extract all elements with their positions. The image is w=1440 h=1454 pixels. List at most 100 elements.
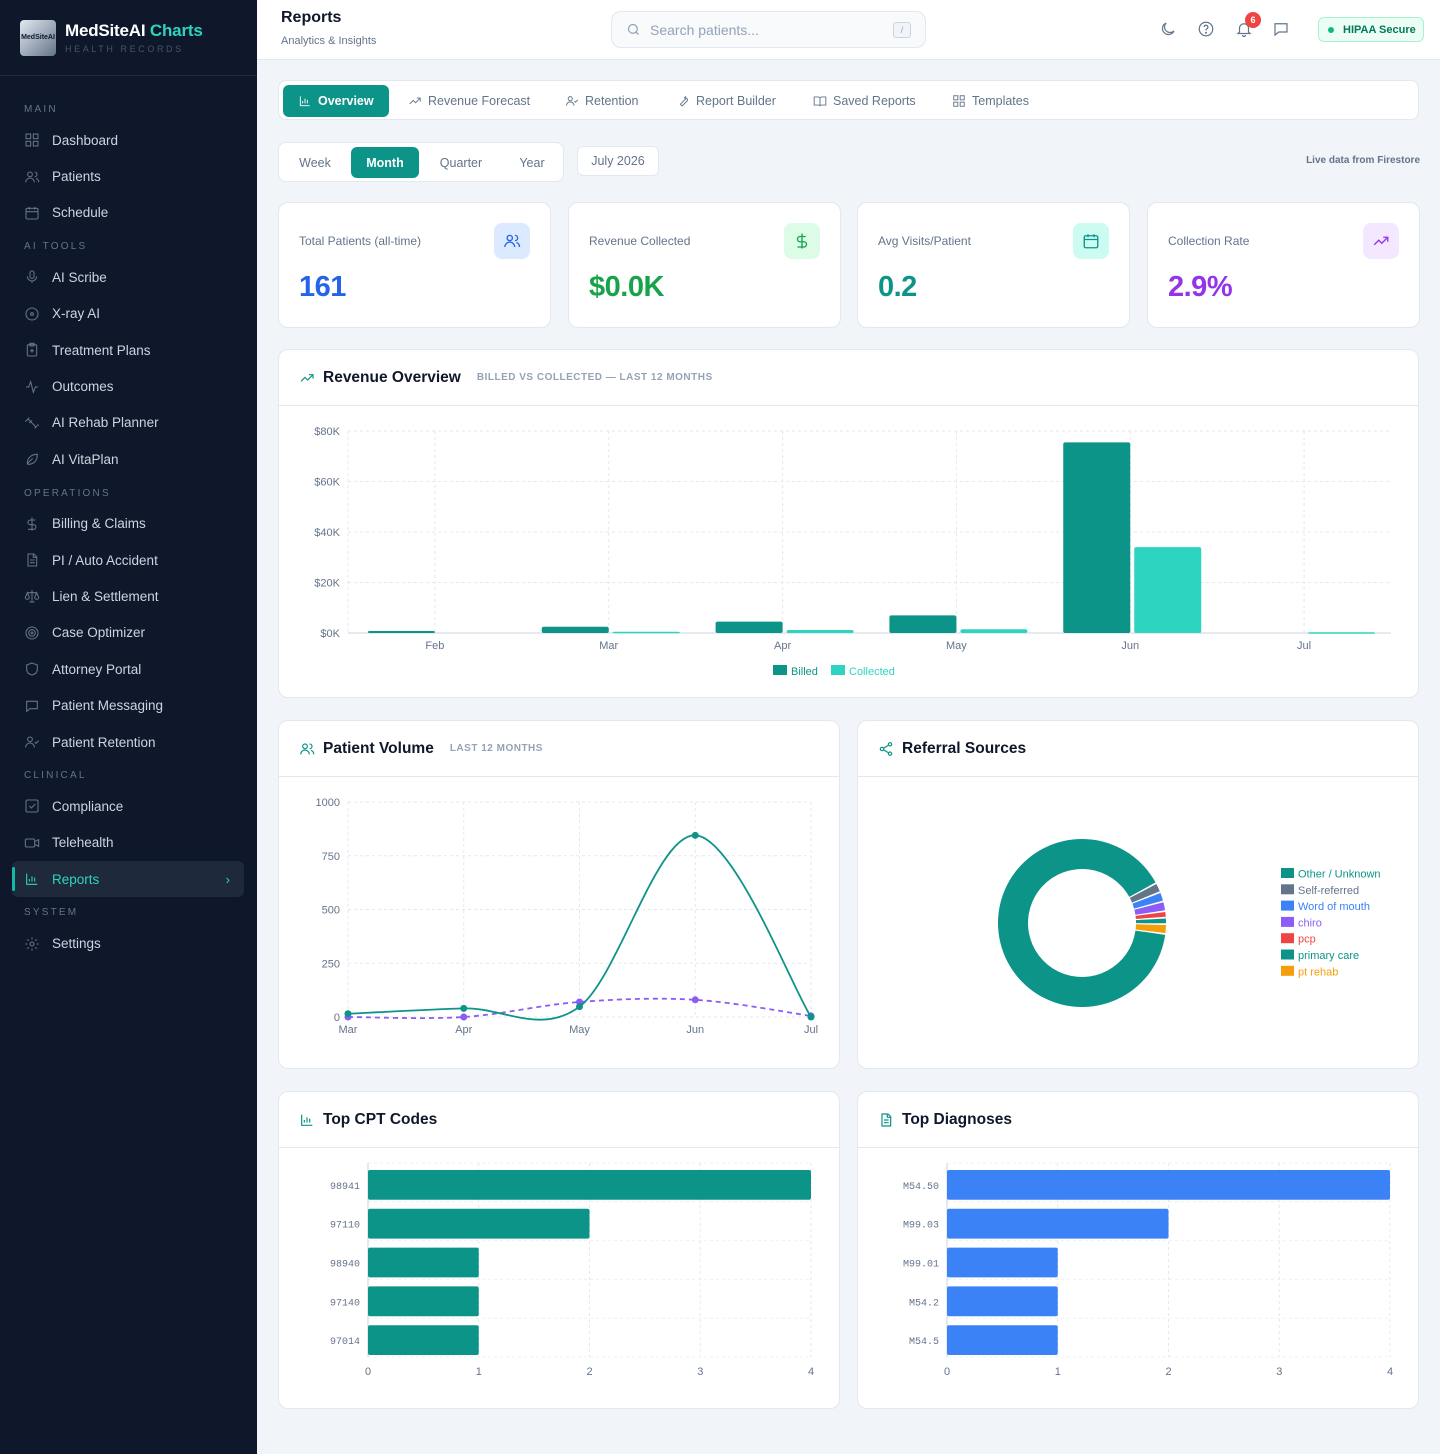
sidebar-item-ai-rehab-planner[interactable]: AI Rehab Planner bbox=[0, 405, 257, 441]
sidebar-item-compliance[interactable]: Compliance bbox=[0, 788, 257, 824]
sidebar-item-label: Lien & Settlement bbox=[52, 588, 159, 604]
sidebar-item-label: AI Rehab Planner bbox=[52, 415, 159, 431]
sidebar-item-reports[interactable]: Reports › bbox=[12, 861, 244, 898]
sidebar-item-ai-vitaplan[interactable]: AI VitaPlan bbox=[0, 441, 257, 477]
y-tick-label: M54.50 bbox=[903, 1182, 939, 1193]
chevron-right-icon: › bbox=[225, 871, 230, 887]
legend-swatch bbox=[1281, 916, 1294, 927]
search-input[interactable]: Search patients... / bbox=[611, 11, 926, 48]
sidebar-item-patients[interactable]: Patients bbox=[0, 158, 257, 194]
sidebar-item-label: Treatment Plans bbox=[52, 342, 151, 358]
users-icon bbox=[300, 742, 315, 754]
patient-volume-subtitle: LAST 12 MONTHS bbox=[449, 743, 543, 754]
bar-chart-icon bbox=[299, 96, 310, 107]
sidebar-item-label: Case Optimizer bbox=[52, 625, 146, 641]
gear-icon bbox=[24, 936, 40, 952]
bar bbox=[947, 1247, 1058, 1278]
shield-icon bbox=[24, 661, 40, 677]
bell-icon[interactable]: 6 bbox=[1235, 12, 1261, 38]
nav-section-title: MAIN bbox=[24, 104, 58, 115]
sidebar-item-label: Patients bbox=[52, 169, 101, 185]
top-cpt-title: Top CPT Codes bbox=[323, 1110, 438, 1128]
x-tick-label: Feb bbox=[425, 640, 444, 652]
y-tick-label: M99.01 bbox=[903, 1260, 939, 1271]
x-tick-label: Apr bbox=[455, 1024, 472, 1036]
sidebar-item-label: PI / Auto Accident bbox=[52, 552, 158, 568]
share-icon bbox=[879, 741, 893, 756]
sidebar-item-billing-claims[interactable]: Billing & Claims bbox=[0, 506, 257, 542]
period-month[interactable]: Month bbox=[351, 147, 419, 178]
month-picker[interactable]: July 2026 bbox=[577, 146, 659, 176]
check-square-icon bbox=[24, 798, 40, 814]
tab-label: Report Builder bbox=[696, 94, 776, 108]
sidebar-item-patient-retention[interactable]: Patient Retention bbox=[0, 724, 257, 760]
sidebar-item-x-ray-ai[interactable]: X-ray AI bbox=[0, 296, 257, 332]
target-icon bbox=[24, 625, 40, 641]
bar-billed bbox=[715, 621, 783, 633]
y-tick-label: 97014 bbox=[330, 1337, 360, 1348]
scale-icon bbox=[24, 588, 40, 604]
brand-logo[interactable]: MedSiteAI bbox=[20, 19, 56, 56]
sidebar-item-lien-settlement[interactable]: Lien & Settlement bbox=[0, 578, 257, 614]
tab-revenue-forecast[interactable]: Revenue Forecast bbox=[396, 85, 542, 117]
tab-saved-reports[interactable]: Saved Reports bbox=[801, 85, 928, 117]
sidebar-item-settings[interactable]: Settings bbox=[0, 925, 257, 961]
tab-retention[interactable]: Retention bbox=[553, 85, 651, 117]
file-icon bbox=[24, 552, 40, 568]
hipaa-badge: HIPAA Secure bbox=[1318, 17, 1424, 42]
period-year[interactable]: Year bbox=[519, 155, 545, 170]
nav-section-title: CLINICAL bbox=[24, 770, 87, 782]
tab-report-builder[interactable]: Report Builder bbox=[664, 85, 788, 117]
y-tick-label: 97140 bbox=[330, 1298, 360, 1309]
moon-icon[interactable] bbox=[1159, 20, 1177, 38]
sidebar-item-telehealth[interactable]: Telehealth bbox=[0, 825, 257, 861]
y-tick-label: 0 bbox=[334, 1012, 340, 1024]
sidebar-item-label: Attorney Portal bbox=[52, 661, 142, 677]
bar-collected bbox=[612, 631, 680, 634]
bar bbox=[947, 1208, 1169, 1239]
sidebar-item-pi-auto-accident[interactable]: PI / Auto Accident bbox=[0, 542, 257, 578]
sidebar-item-ai-scribe[interactable]: AI Scribe bbox=[0, 259, 257, 295]
x-tick-label: 4 bbox=[1387, 1366, 1393, 1378]
period-week[interactable]: Week bbox=[299, 155, 331, 170]
legend-label: pcp bbox=[1298, 934, 1316, 946]
sidebar-item-outcomes[interactable]: Outcomes bbox=[0, 368, 257, 404]
sidebar-item-treatment-plans[interactable]: Treatment Plans bbox=[0, 332, 257, 368]
x-tick-label: 4 bbox=[808, 1366, 814, 1378]
bar-collected bbox=[786, 629, 854, 633]
data-point bbox=[344, 1010, 352, 1018]
stat-value: $0.0K bbox=[589, 271, 664, 303]
help-icon[interactable] bbox=[1197, 20, 1215, 38]
bar bbox=[947, 1170, 1390, 1200]
bar-collected bbox=[960, 629, 1028, 633]
video-icon bbox=[24, 835, 40, 851]
user-check-icon bbox=[24, 734, 40, 750]
sidebar-item-schedule[interactable]: Schedule bbox=[0, 195, 257, 231]
legend-swatch bbox=[1281, 900, 1294, 911]
brand-name-accent: Charts bbox=[149, 21, 203, 40]
legend-label: primary care bbox=[1298, 950, 1359, 962]
page-title: Reports bbox=[281, 9, 342, 26]
mic-icon bbox=[24, 269, 40, 285]
tab-templates[interactable]: Templates bbox=[940, 85, 1041, 117]
sidebar-item-attorney-portal[interactable]: Attorney Portal bbox=[0, 651, 257, 687]
period-quarter[interactable]: Quarter bbox=[439, 155, 483, 170]
sidebar-item-patient-messaging[interactable]: Patient Messaging bbox=[0, 687, 257, 723]
activity-icon bbox=[24, 379, 40, 395]
bar bbox=[368, 1325, 479, 1355]
sidebar-item-label: Billing & Claims bbox=[52, 516, 146, 532]
sidebar-item-case-optimizer[interactable]: Case Optimizer bbox=[0, 615, 257, 651]
revenue-overview-subtitle: BILLED VS COLLECTED — LAST 12 MONTHS bbox=[476, 372, 713, 383]
y-tick-label: $20K bbox=[314, 578, 340, 590]
dumbbell-icon bbox=[24, 415, 40, 431]
stat-value: 161 bbox=[299, 271, 346, 303]
stat-card-revenue-collected: Revenue Collected $0.0K bbox=[568, 202, 841, 328]
tab-overview[interactable]: Overview bbox=[283, 85, 389, 117]
trending-up-icon bbox=[409, 97, 421, 105]
tab-label: Overview bbox=[318, 94, 374, 108]
legend-label: chiro bbox=[1298, 917, 1322, 929]
sidebar-item-dashboard[interactable]: Dashboard bbox=[0, 122, 257, 158]
data-point bbox=[460, 1004, 468, 1012]
chat-icon[interactable] bbox=[1272, 20, 1290, 38]
legend-label: Billed bbox=[791, 666, 818, 678]
